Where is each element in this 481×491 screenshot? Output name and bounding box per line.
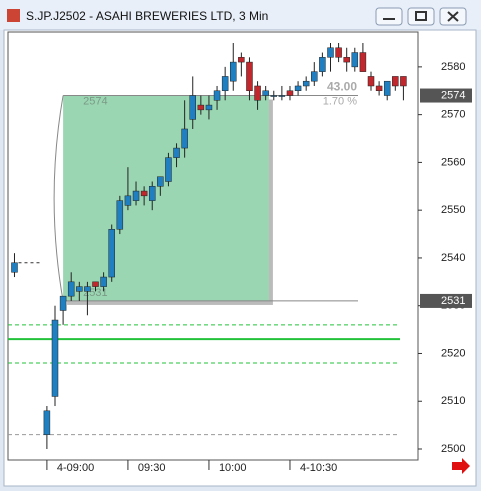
candle-body (11, 262, 18, 273)
candle-body (286, 90, 294, 96)
candle-body (197, 104, 205, 111)
candle-body (67, 281, 75, 297)
candle-body (400, 76, 407, 87)
candle-body (278, 95, 286, 97)
candle-body (383, 80, 391, 96)
x-tick-label: 10:00 (219, 462, 247, 474)
candle-body (335, 47, 342, 58)
candle-body (311, 71, 318, 82)
candle-body (294, 85, 302, 92)
y-tick-label: 2570 (441, 109, 465, 121)
range-change: 43.00 (327, 80, 357, 94)
candle-body (213, 90, 221, 101)
minimize-button[interactable] (375, 7, 403, 26)
candle-body (124, 195, 132, 206)
price-marker-label: 2574 (441, 89, 465, 101)
close-icon (447, 11, 459, 22)
y-tick-label: 2550 (441, 204, 465, 216)
candle-body (392, 76, 399, 87)
x-tick-label: 4-09:00 (57, 462, 94, 474)
y-tick-label: 2580 (441, 61, 465, 73)
candle-body (157, 176, 164, 187)
range-high-label: 2574 (83, 95, 107, 107)
candle-body (43, 410, 51, 435)
candle-body (59, 295, 67, 311)
candle-body (319, 57, 326, 72)
candle-body (302, 80, 310, 87)
app-icon (7, 9, 20, 22)
candle-body (92, 281, 99, 287)
range-change-pct: 1.70 % (323, 95, 357, 107)
candle-body (359, 52, 367, 72)
candle-body (351, 52, 359, 68)
maximize-button[interactable] (407, 7, 435, 26)
candle-body (181, 128, 188, 149)
y-tick-label: 2510 (441, 395, 465, 407)
candle-body (343, 57, 350, 63)
scroll-arrow[interactable] (452, 458, 470, 474)
y-tick-label: 2500 (441, 443, 465, 455)
candle-body (165, 157, 172, 182)
candle-body (189, 95, 196, 120)
candle-body (246, 61, 253, 92)
candle-body (51, 319, 59, 397)
candle-body (173, 147, 180, 158)
x-tick-label: 09:30 (138, 462, 166, 474)
candle-body (270, 95, 278, 97)
range-bracket (53, 95, 64, 302)
candle-body (205, 104, 213, 111)
candle-body (108, 229, 115, 278)
candle-body (116, 200, 124, 230)
candle-body (148, 186, 156, 201)
candle-body (367, 76, 375, 87)
candle-body (238, 57, 245, 63)
candle-body (375, 85, 383, 92)
price-marker-label: 2531 (441, 295, 465, 307)
candle-body (132, 190, 140, 201)
candle-body (100, 276, 107, 287)
maximize-icon (415, 11, 427, 21)
candle-body (76, 286, 83, 292)
candle-body (327, 47, 334, 58)
candle-body (140, 190, 148, 197)
y-tick-label: 2560 (441, 156, 465, 168)
y-tick-label: 2520 (441, 347, 465, 359)
candle-body (254, 85, 261, 101)
price-marker (420, 293, 472, 308)
x-tick-label: 4-10:30 (300, 462, 337, 474)
price-marker (420, 88, 472, 103)
y-tick-label: 2540 (441, 252, 465, 264)
window-title: S.JP.J2502 - ASAHI BREWERIES LTD, 3 Min (26, 9, 268, 23)
candle-body (221, 76, 229, 92)
candle-body (230, 61, 237, 82)
candle-body (84, 286, 91, 292)
candle-body (262, 90, 269, 96)
range-box (63, 95, 269, 301)
